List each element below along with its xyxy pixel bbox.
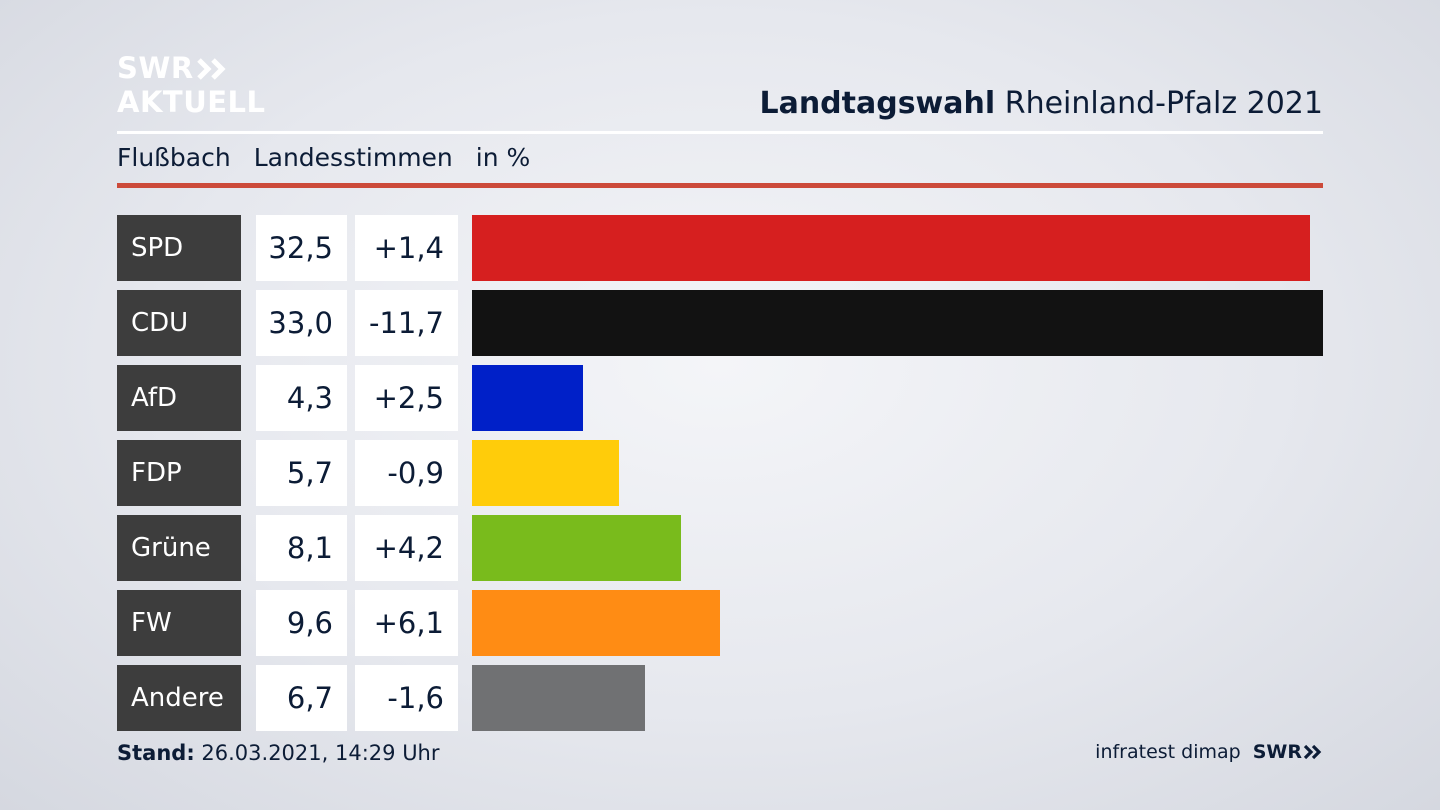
party-label: Andere	[117, 665, 241, 731]
chevrons-right-icon	[1303, 744, 1322, 760]
vote-change-value: +1,4	[355, 215, 458, 281]
timestamp-value: 26.03.2021, 14:29 Uhr	[201, 741, 440, 765]
timestamp: Stand: 26.03.2021, 14:29 Uhr	[117, 741, 440, 765]
subtitle-place: Flußbach	[117, 143, 231, 172]
vote-change-value: -0,9	[355, 440, 458, 506]
chart-row-fdp: FDP 5,7 -0,9	[0, 440, 1440, 506]
subtitle-measure: Landesstimmen	[253, 143, 453, 172]
vote-share-value: 9,6	[256, 590, 347, 656]
logo-aktuell-text: AKTUELL	[117, 85, 266, 119]
bar-spd	[472, 215, 1310, 281]
chart-row-andere: Andere 6,7 -1,6	[0, 665, 1440, 731]
vote-change-value: +4,2	[355, 515, 458, 581]
party-label: AfD	[117, 365, 241, 431]
bar-andere	[472, 665, 645, 731]
vote-share-value: 6,7	[256, 665, 347, 731]
party-label: FDP	[117, 440, 241, 506]
vote-change-value: +2,5	[355, 365, 458, 431]
party-label: FW	[117, 590, 241, 656]
bar-afd	[472, 365, 583, 431]
title-rest: Rheinland-Pfalz 2021	[1004, 86, 1323, 121]
bar-fw	[472, 590, 720, 656]
vote-share-value: 32,5	[256, 215, 347, 281]
chart-row-spd: SPD 32,5 +1,4	[0, 215, 1440, 281]
footer-swr-text: SWR	[1252, 741, 1302, 763]
chart-row-afd: AfD 4,3 +2,5	[0, 365, 1440, 431]
subtitle-divider	[117, 183, 1323, 188]
timestamp-label: Stand:	[117, 741, 195, 765]
source-name: infratest dimap	[1095, 741, 1241, 763]
chart-subtitle: Flußbach Landesstimmen in %	[117, 143, 553, 172]
chart-row-fw: FW 9,6 +6,1	[0, 590, 1440, 656]
bar-fdp	[472, 440, 619, 506]
footer-swr-logo: SWR	[1253, 741, 1323, 763]
party-label: CDU	[117, 290, 241, 356]
vote-change-value: -11,7	[355, 290, 458, 356]
title-bold: Landtagswahl	[759, 86, 996, 121]
party-label: Grüne	[117, 515, 241, 581]
vote-share-value: 4,3	[256, 365, 347, 431]
vote-change-value: -1,6	[355, 665, 458, 731]
vote-share-value: 33,0	[256, 290, 347, 356]
bar-grüne	[472, 515, 681, 581]
vote-change-value: +6,1	[355, 590, 458, 656]
chart-row-cdu: CDU 33,0 -11,7	[0, 290, 1440, 356]
swr-aktuell-logo: SWR AKTUELL	[117, 54, 266, 117]
subtitle-unit: in %	[475, 143, 531, 172]
bar-cdu	[472, 290, 1323, 356]
vote-share-value: 8,1	[256, 515, 347, 581]
vote-share-value: 5,7	[256, 440, 347, 506]
header-divider	[117, 131, 1323, 134]
chevrons-right-icon	[196, 57, 226, 80]
page-title: Landtagswahl Rheinland-Pfalz 2021	[759, 86, 1323, 121]
source-credit: infratest dimap SWR	[1095, 741, 1323, 763]
party-label: SPD	[117, 215, 241, 281]
logo-swr-text: SWR	[117, 51, 194, 85]
chart-row-grüne: Grüne 8,1 +4,2	[0, 515, 1440, 581]
